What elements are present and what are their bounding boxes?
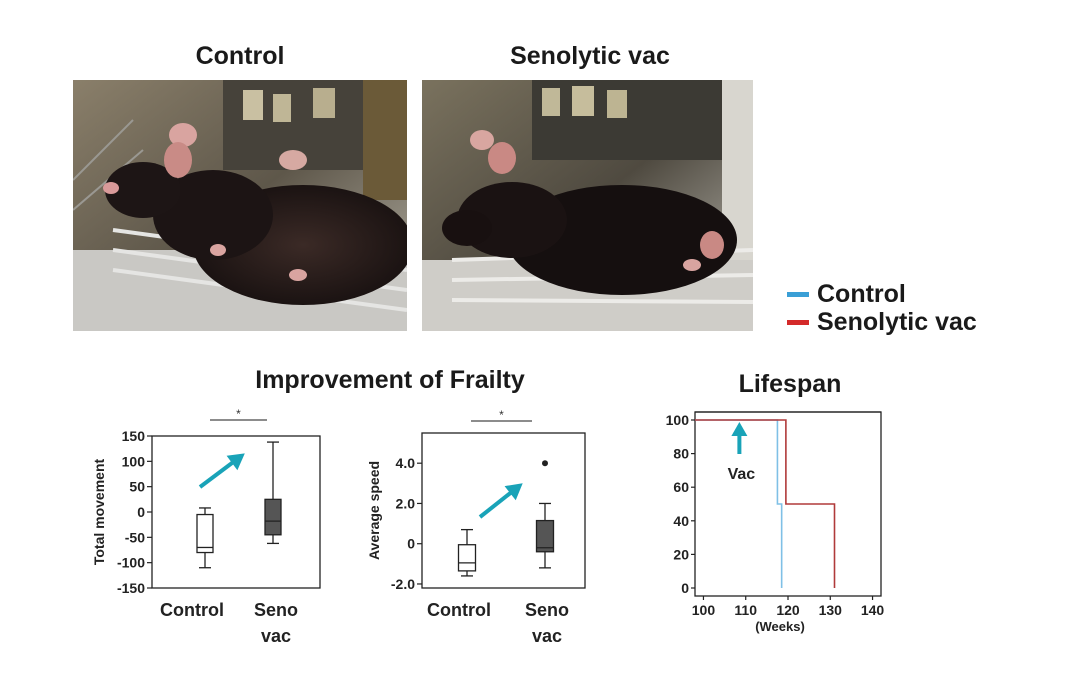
x-tick-label: 120 — [776, 602, 800, 618]
plot-frame — [421, 432, 586, 589]
y-tick-label: 40 — [673, 513, 689, 529]
category-label: vac — [532, 626, 562, 646]
lifespan-title: Lifespan — [738, 370, 842, 398]
trend-arrow-head — [504, 483, 523, 501]
y-tick-label: 0 — [137, 504, 145, 520]
box — [457, 544, 477, 572]
box-plot-average-speed: 4.0 2.0 0 -2.0 Average speed Control Seno vac * — [366, 408, 586, 646]
x-tick-label: 100 — [692, 602, 716, 618]
x-tick-label: 130 — [819, 602, 843, 618]
box — [264, 498, 282, 536]
y-tick-label: 100 — [122, 453, 146, 469]
box — [196, 513, 214, 554]
category-label: vac — [261, 626, 291, 646]
y-axis-label: Total movement — [91, 459, 107, 566]
legend-label-senolytic: Senolytic vac — [817, 308, 977, 336]
y-tick-label: 80 — [673, 446, 689, 462]
box — [535, 519, 555, 553]
y-tick-label: 150 — [122, 428, 146, 444]
box-plot-total-movement: 150 100 50 0 -50 -100 -150 Total movement Contro… — [91, 407, 321, 646]
senolytic-mouse-photo — [422, 80, 753, 331]
y-tick-label: -50 — [125, 529, 145, 545]
x-axis-label: (Weeks) — [755, 619, 805, 634]
category-label: Control — [427, 600, 491, 620]
significance-marker: * — [236, 407, 241, 421]
category-label: Seno — [525, 600, 569, 620]
y-tick-label: 100 — [666, 412, 690, 428]
significance-marker: * — [499, 408, 504, 422]
vac-arrow-head — [731, 422, 748, 436]
trend-arrow-head — [226, 453, 245, 471]
y-tick-label: 4.0 — [396, 455, 416, 471]
outlier-point — [542, 460, 548, 467]
vac-label: Vac — [728, 466, 756, 483]
category-label: Control — [160, 600, 224, 620]
legend-swatch-senolytic — [787, 320, 809, 325]
y-tick-label: 0 — [681, 580, 689, 596]
y-tick-label: 60 — [673, 479, 689, 495]
category-label: Seno — [254, 600, 298, 620]
y-tick-label: 50 — [129, 479, 145, 495]
photo-title-control: Control — [195, 42, 285, 70]
legend-item-control: Control — [787, 280, 906, 309]
legend-swatch-control — [787, 292, 809, 297]
y-tick-label: 2.0 — [396, 495, 416, 511]
y-tick-label: -150 — [117, 580, 145, 596]
control-mouse-photo — [73, 80, 407, 331]
y-tick-label: -100 — [117, 555, 145, 571]
x-tick-label: 140 — [861, 602, 885, 618]
legend-label-control: Control — [817, 280, 906, 308]
frailty-title: Improvement of Frailty — [255, 366, 525, 394]
y-axis-label: Average speed — [366, 461, 382, 560]
y-tick-label: -2.0 — [391, 576, 415, 592]
y-tick-label: 0 — [407, 536, 415, 552]
legend-item-senolytic: Senolytic vac — [787, 308, 977, 337]
y-tick-label: 20 — [673, 546, 689, 562]
photo-title-senolytic: Senolytic vac — [510, 42, 670, 70]
series-line — [695, 419, 836, 588]
x-tick-label: 110 — [734, 602, 757, 618]
